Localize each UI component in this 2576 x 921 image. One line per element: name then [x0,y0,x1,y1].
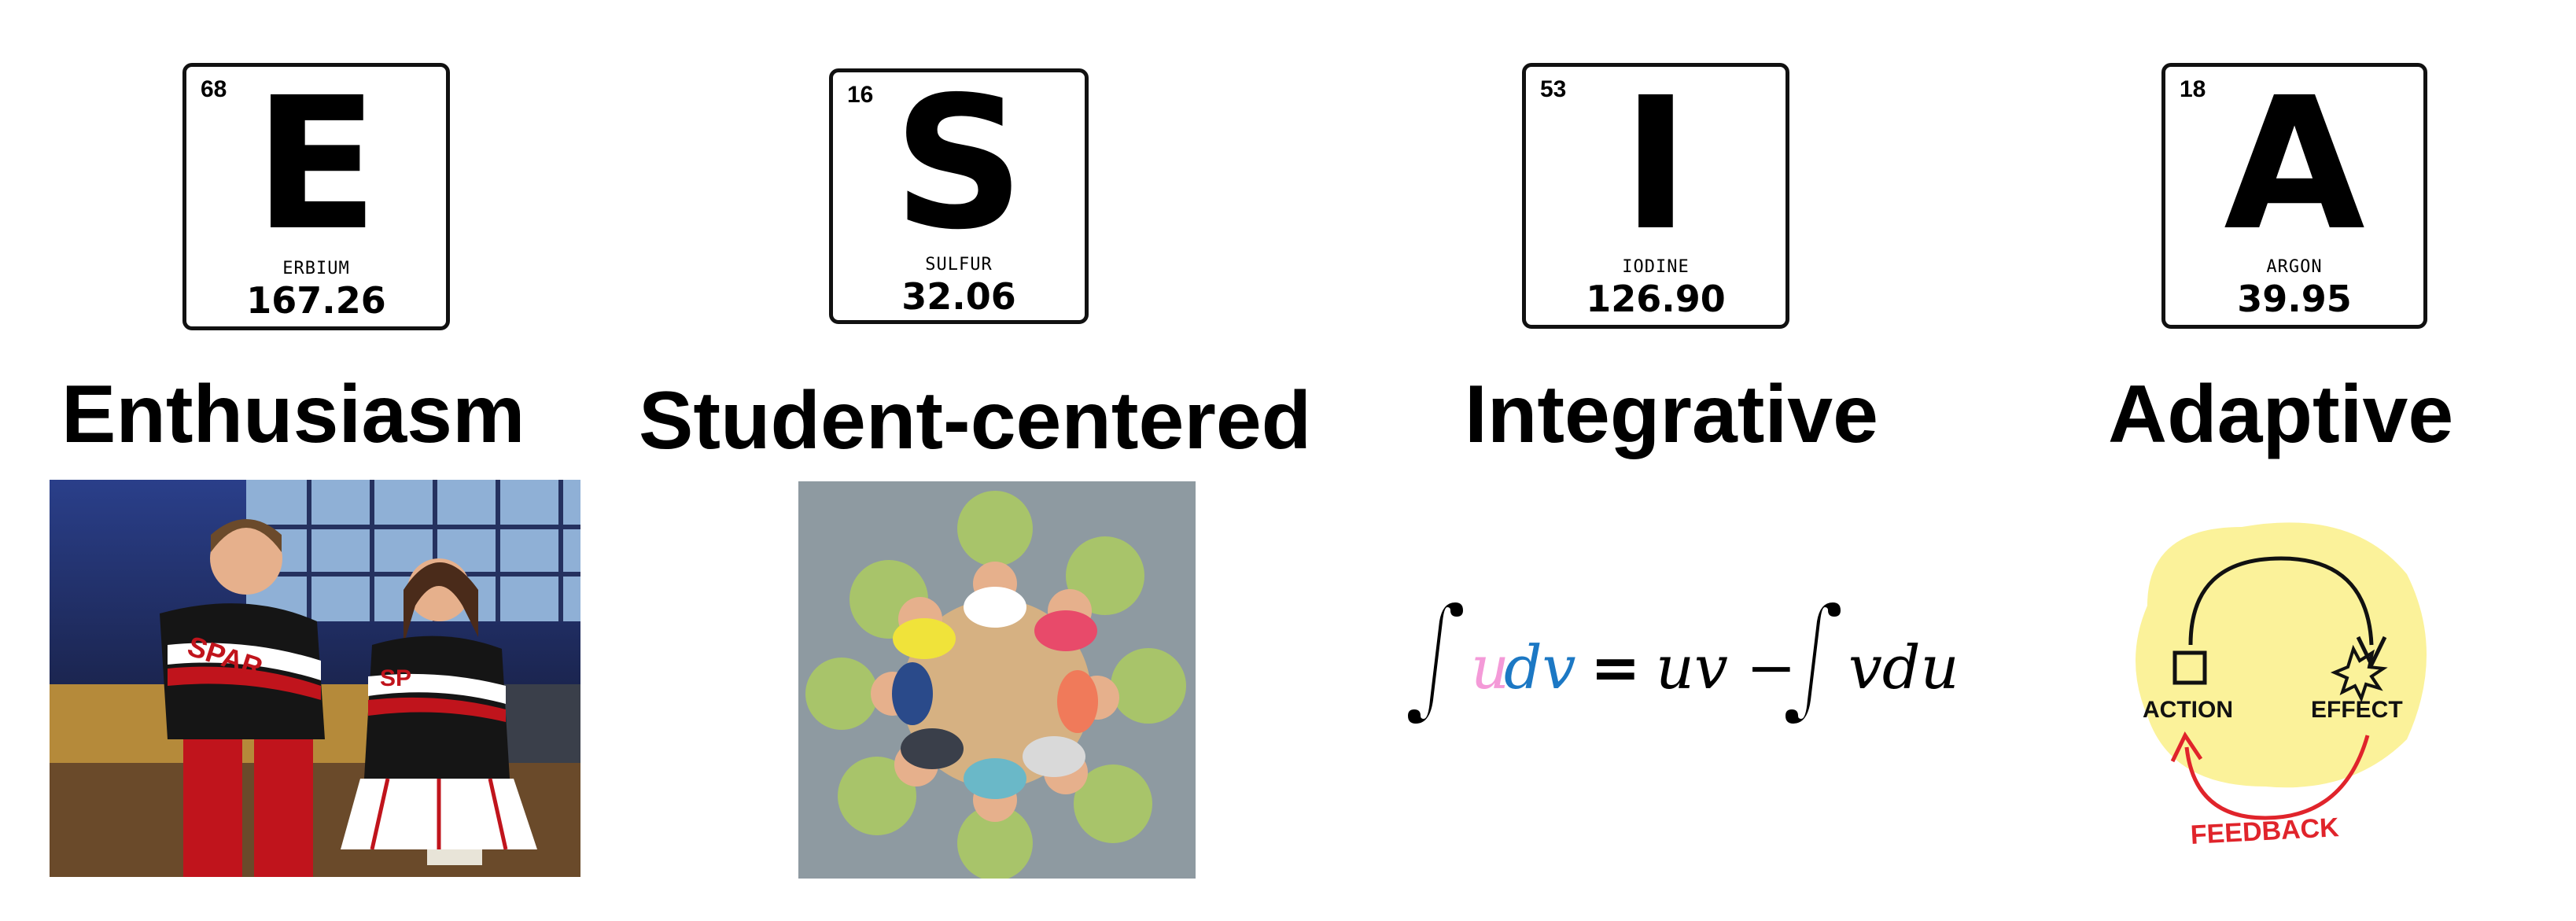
feedback-label: FEEDBACK [2190,812,2340,850]
element-symbol: A [2224,58,2365,271]
element-tile-argon: 18 A ARGON 39.95 [2161,63,2427,329]
integral-sign-left [1408,602,1463,724]
students-circle-photo [798,481,1196,879]
atomic-mass: 167.26 [246,279,386,322]
action-square [2172,650,2207,685]
element-name: ERBIUM [282,259,350,278]
term-uv: uv [1656,632,1728,702]
word-adaptive: Adaptive [2108,369,2454,460]
atomic-number: 53 [1540,76,1567,102]
atomic-number: 18 [2180,76,2206,102]
atomic-number: 16 [847,82,874,108]
element-name: SULFUR [925,255,993,274]
word-integrative: Integrative [1465,369,1878,460]
element-tile-iodine: 53 I IODINE 126.90 [1522,63,1789,329]
atomic-mass: 39.95 [2237,278,2352,320]
element-tile-sulfur: 16 S SULFUR 32.06 [829,68,1089,324]
atomic-number: 68 [201,76,227,102]
integration-by-parts-equation: u dv = uv − vdu [1384,598,1982,731]
minus-sign: − [1746,632,1797,702]
element-tile-erbium: 68 E ERBIUM 167.26 [182,63,450,330]
integral-sign-right [1786,602,1841,724]
effect-label: EFFECT [2311,697,2403,723]
element-symbol: I [1621,58,1690,271]
action-label: ACTION [2143,697,2233,723]
effect-burst [2330,644,2388,703]
symbol-u: u [1471,632,1509,702]
equals-sign: = [1590,632,1641,702]
atomic-mass: 126.90 [1586,278,1726,320]
badge-lettering: SP [380,665,411,691]
symbol-dv: dv [1504,632,1576,702]
cheerleaders-photo: SPAR SP [50,480,580,877]
element-symbol: E [253,58,379,271]
element-symbol: S [893,57,1025,270]
word-enthusiasm: Enthusiasm [61,369,525,460]
feedback-loop-diagram: ACTION EFFECT FEEDBACK [2116,511,2446,857]
element-name: IODINE [1622,257,1690,277]
atomic-mass: 32.06 [901,275,1016,318]
element-name: ARGON [2266,257,2323,277]
term-vdu: vdu [1848,632,1959,702]
word-student-centered: Student-centered [639,375,1312,466]
